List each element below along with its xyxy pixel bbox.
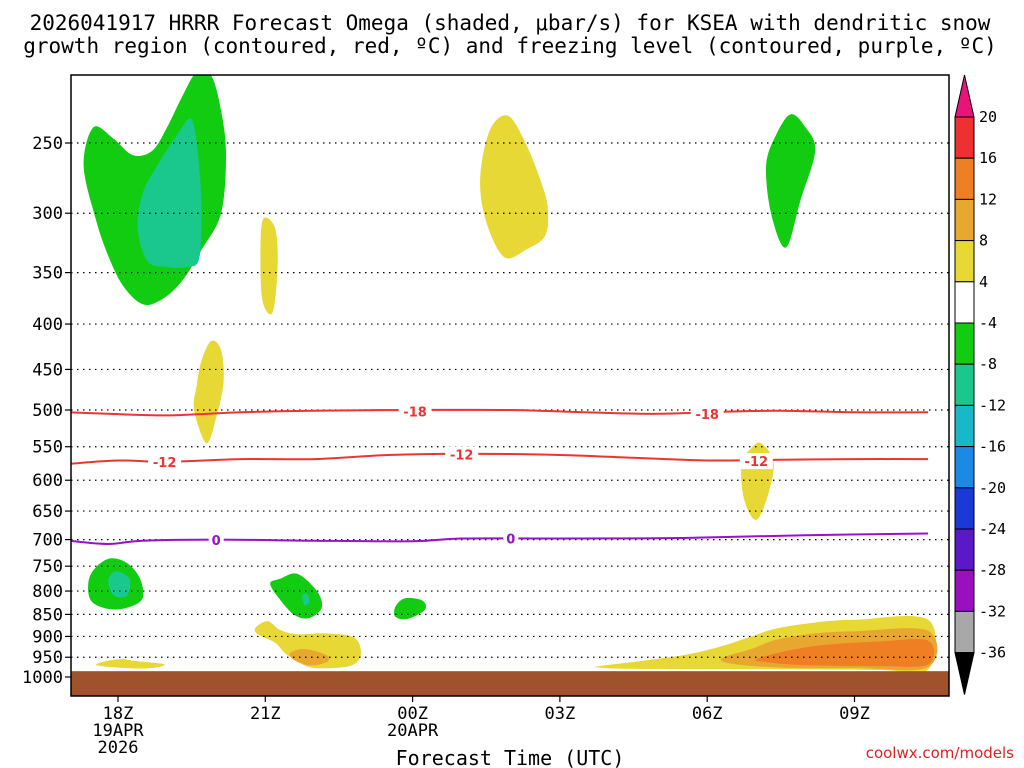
y-tick-label-400: 400 [32, 315, 63, 335]
y-tick-label-550: 550 [32, 438, 63, 458]
y-tick-label-900: 900 [32, 627, 63, 647]
colorbar-swatch-11 [954, 528, 975, 571]
colorbar-label-2: 16 [979, 149, 997, 167]
contour-label-bg-5 [739, 453, 773, 470]
x-tick-label-27-1: 03Z [545, 704, 576, 724]
ground-fill [71, 671, 949, 696]
omega-region-15 [95, 659, 165, 669]
colorbar-label-4: 8 [979, 232, 988, 250]
x-tick-label-24-1: 00Z [397, 704, 428, 724]
omega-region-13 [254, 621, 361, 669]
omega-colorbar: 20 16 12 8 4 -4 -8 -12 -16 -20 -24 -28 -32 -36 [954, 74, 1006, 695]
contour-dsgz-minus18 [71, 408, 929, 417]
colorbar-label-13: -32 [979, 602, 1006, 620]
y-axis: 2503003504004505005506006507007508008509… [22, 134, 71, 688]
colorbar-swatch-2 [954, 157, 975, 200]
omega-region-14 [289, 648, 330, 666]
contour-label-7: 0 [506, 533, 515, 548]
colorbar-swatch-12 [954, 569, 975, 612]
y-tick-label-950: 950 [32, 648, 63, 668]
contour-label-1: -18 [403, 406, 427, 421]
omega-region-6 [765, 114, 816, 248]
x-tick-label-33-1: 09Z [839, 704, 870, 724]
y-tick-label-850: 850 [32, 605, 63, 625]
contour-label-bg-1 [398, 403, 432, 420]
contour-label-5: -12 [745, 455, 769, 470]
x-tick-label-21-1: 21Z [250, 704, 281, 724]
contour-label-6: 0 [212, 534, 221, 549]
colorbar-swatch-4 [954, 240, 975, 283]
y-tick-label-600: 600 [32, 471, 63, 491]
colorbar-swatch-top [954, 74, 975, 118]
y-tick-label-350: 350 [32, 264, 63, 284]
colorbar-swatch-10 [954, 487, 975, 530]
colorbar-swatch-5 [954, 281, 975, 324]
colorbar-label-14: -36 [979, 644, 1006, 662]
y-tick-label-250: 250 [32, 134, 63, 154]
y-tick-label-300: 300 [32, 204, 63, 224]
ground-layer [71, 671, 949, 696]
contour-labels: -18 -18 -12 -12 -12 0 0 [148, 403, 773, 549]
colorbar-swatch-1 [954, 116, 975, 159]
contour-label-2: -18 [695, 408, 719, 423]
colorbar-label-6: -4 [979, 314, 997, 332]
contour-label-bg-6 [208, 532, 224, 549]
y-tick-label-700: 700 [32, 531, 63, 551]
omega-region-4 [193, 340, 224, 444]
colorbar-swatch-13 [954, 610, 975, 654]
contour-label-bg-7 [503, 530, 519, 547]
omega-shaded-regions [83, 75, 938, 674]
x-tick-label-18-1: 18Z [103, 704, 134, 724]
colorbar-swatch-bottom [954, 652, 975, 695]
omega-region-3 [260, 217, 278, 315]
colorbar-swatch-6 [954, 322, 975, 365]
omega-region-10 [270, 573, 323, 619]
colorbar-label-8: -12 [979, 396, 1006, 414]
colorbar-label-9: -16 [979, 438, 1006, 456]
colorbar-swatch-9 [954, 446, 975, 489]
contour-label-3: -12 [153, 456, 177, 471]
y-tick-label-500: 500 [32, 401, 63, 421]
x-axis-label: Forecast Time (UTC) [396, 746, 625, 768]
colorbar-label-1: 20 [979, 108, 997, 126]
colorbar-label-12: -28 [979, 561, 1006, 579]
contour-label-bg-4 [445, 446, 479, 463]
colorbar-label-3: 12 [979, 190, 997, 208]
colorbar-label-5: 4 [979, 273, 988, 291]
y-tick-label-750: 750 [32, 557, 63, 577]
y-tick-label-450: 450 [32, 360, 63, 380]
colorbar-swatch-7 [954, 363, 975, 406]
colorbar-swatch-3 [954, 198, 975, 242]
colorbar-label-10: -20 [979, 479, 1006, 497]
chart-title-line-2: growth region (contoured, red, ºC) and f… [23, 34, 997, 58]
chart-title-line-1: 2026041917 HRRR Forecast Omega (shaded, … [30, 11, 991, 35]
omega-region-2 [137, 118, 202, 268]
credit-text[interactable]: coolwx.com/models [866, 744, 1014, 762]
x-tick-label-18-2: 19APR [92, 721, 144, 741]
contour-label-bg-3 [148, 453, 182, 470]
omega-region-5 [480, 115, 549, 259]
contour-label-4: -12 [450, 448, 474, 463]
y-tick-label-650: 650 [32, 502, 63, 522]
plot-frame [70, 74, 950, 697]
colorbar-label-7: -8 [979, 355, 997, 373]
x-tick-label-24-2: 20APR [387, 721, 439, 741]
y-tick-label-800: 800 [32, 582, 63, 602]
contour-freezing-level [71, 532, 929, 546]
x-tick-label-30-1: 06Z [692, 704, 723, 724]
omega-region-18 [755, 639, 935, 667]
omega-region-11 [302, 593, 310, 606]
colorbar-swatch-8 [954, 404, 975, 448]
y-tick-label-1000: 1000 [22, 668, 63, 688]
colorbar-label-11: -24 [979, 520, 1006, 538]
contour-label-bg-2 [690, 405, 724, 422]
x-tick-label-18-3: 2026 [98, 738, 139, 758]
